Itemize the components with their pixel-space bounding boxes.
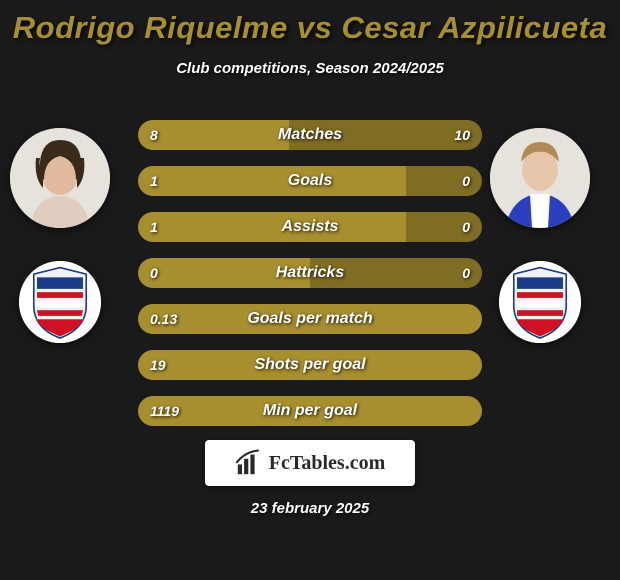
stat-label: Assists: [138, 212, 482, 242]
stat-value-left: 0.13: [150, 304, 177, 334]
stat-row: Goals1 0: [138, 166, 482, 196]
stat-row: Matches8 10: [138, 120, 482, 150]
player-right-avatar: [490, 128, 590, 228]
stat-label: Shots per goal: [138, 350, 482, 380]
stat-row: Shots per goal19: [138, 350, 482, 380]
stat-label: Min per goal: [138, 396, 482, 426]
stat-label: Goals: [138, 166, 482, 196]
comparison-title: Rodrigo Riquelme vs Cesar Azpilicueta: [0, 0, 620, 46]
player-left-avatar: [10, 128, 110, 228]
stat-value-left: 19: [150, 350, 166, 380]
stat-value-left: 1119: [150, 396, 179, 426]
stats-table: Matches810Goals10Assists10Hattricks00Goa…: [138, 120, 482, 442]
stat-value-right: 0: [462, 212, 470, 242]
comparison-subtitle: Club competitions, Season 2024/2025: [0, 60, 620, 77]
stat-value-left: 0: [150, 258, 158, 288]
player-right-club-badge: [499, 261, 581, 343]
stat-value-right: 0: [462, 166, 470, 196]
stat-row: Hattricks0 0: [138, 258, 482, 288]
stat-value-left: 1: [150, 212, 158, 242]
stat-value-left: 8: [150, 120, 158, 150]
stat-row: Min per goal1119: [138, 396, 482, 426]
stat-row: Goals per match0.13: [138, 304, 482, 334]
stat-row: Assists1 0: [138, 212, 482, 242]
branding-text: FcTables.com: [269, 452, 385, 475]
snapshot-date: 23 february 2025: [0, 500, 620, 517]
stat-label: Goals per match: [138, 304, 482, 334]
branding-chart-icon: [235, 449, 263, 477]
stat-label: Hattricks: [138, 258, 482, 288]
stat-value-left: 1: [150, 166, 158, 196]
stat-value-right: 10: [454, 120, 470, 150]
player-left-club-badge: [19, 261, 101, 343]
stat-label: Matches: [138, 120, 482, 150]
stat-value-right: 0: [462, 258, 470, 288]
branding-badge: FcTables.com: [205, 440, 415, 486]
